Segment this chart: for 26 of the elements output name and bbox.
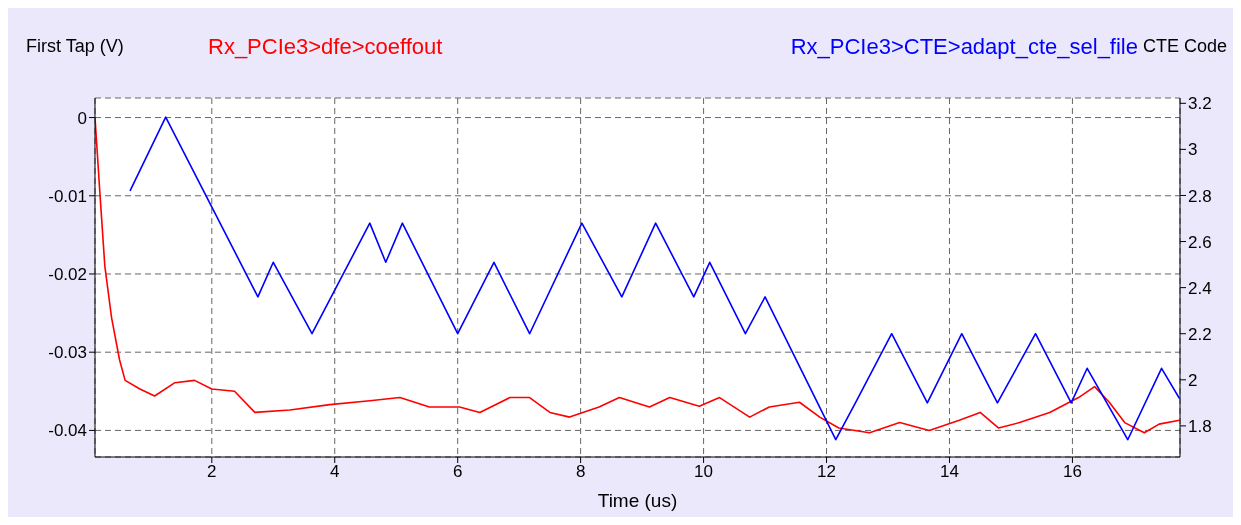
y-tick-label: 0: [77, 108, 87, 128]
y-tick-label: -0.03: [48, 343, 87, 363]
y2-tick-label: 3: [1188, 140, 1198, 160]
text: Rx_PCIe3>CTE>adapt_cte_sel_file: [790, 34, 1138, 60]
x-tick-label: 8: [575, 462, 586, 482]
x-tick-label: 4: [330, 462, 340, 482]
y-tick-label: -0.01: [48, 186, 87, 206]
x-tick-label: 16: [1062, 462, 1082, 482]
x-tick-label: 6: [452, 462, 463, 482]
y2-tick-label: 2.6: [1188, 232, 1212, 252]
x-axis-title: Time (us): [597, 490, 678, 511]
x-tick-label: 10: [694, 462, 714, 482]
x-tick-label: 2: [207, 462, 217, 482]
x-tick-label: 14: [940, 462, 959, 482]
text: Rx_PCIe3>dfe>coeffout: [208, 34, 443, 60]
y2-axis-title: CTE Code: [1142, 36, 1227, 57]
y2-tick-label: 1.8: [1188, 416, 1212, 436]
y2-tick-label: 2: [1188, 370, 1198, 390]
y2-tick-label: 2.4: [1188, 278, 1212, 298]
y2-tick-label: 2.2: [1188, 324, 1212, 344]
y2-tick-label: 3.2: [1188, 94, 1212, 114]
y-tick-label: -0.04: [48, 421, 87, 441]
y-axis-title: First Tap (V): [26, 36, 124, 57]
y2-tick-label: 2.8: [1188, 186, 1212, 206]
x-tick-label: 12: [817, 462, 836, 482]
y-tick-label: -0.02: [48, 265, 87, 285]
